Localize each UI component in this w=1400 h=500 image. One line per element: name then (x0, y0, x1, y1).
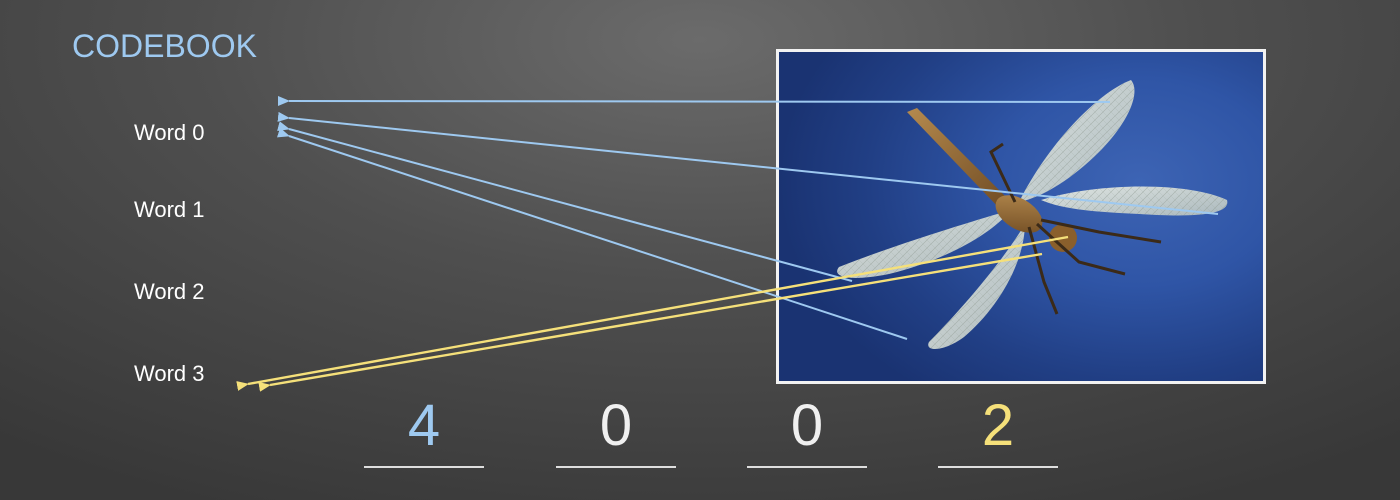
arrow-to-word-3-a (236, 235, 1069, 391)
codebook-word-3: Word 3 (134, 361, 205, 386)
histogram-slot-2 (747, 466, 867, 468)
histogram-slot-0 (364, 466, 484, 468)
codebook-word-1: Word 1 (134, 197, 205, 222)
wing-lower (928, 224, 1025, 349)
wing-upper-right (1019, 80, 1135, 202)
dragonfly-illustration (837, 80, 1228, 349)
dragonfly-legs (989, 142, 1162, 315)
histogram-count-word-1: 0 (599, 393, 633, 458)
arrow-to-word-3-b (258, 252, 1043, 392)
histogram-count-word-2: 0 (790, 393, 824, 458)
arrow-to-word-0-d (276, 127, 908, 340)
codebook-word-2: Word 2 (134, 279, 205, 304)
histogram-count-word-3: 2 (981, 393, 1015, 458)
codebook-word-0: Word 0 (134, 120, 205, 145)
arrow-to-word-0-c (277, 121, 853, 282)
arrow-to-word-0-b (277, 111, 1219, 215)
histogram-count-word-0: 4 (407, 393, 441, 458)
dragonfly-photo (776, 49, 1266, 384)
histogram-slot-3 (938, 466, 1058, 468)
codebook-title: CODEBOOK (72, 28, 257, 64)
dragonfly-abdomen (907, 108, 1011, 210)
dragonfly-thorax (995, 195, 1043, 233)
wing-right (1041, 186, 1228, 216)
histogram-slot-1 (556, 466, 676, 468)
arrow-to-word-0-a (277, 95, 1111, 106)
wing-left (837, 210, 1011, 278)
